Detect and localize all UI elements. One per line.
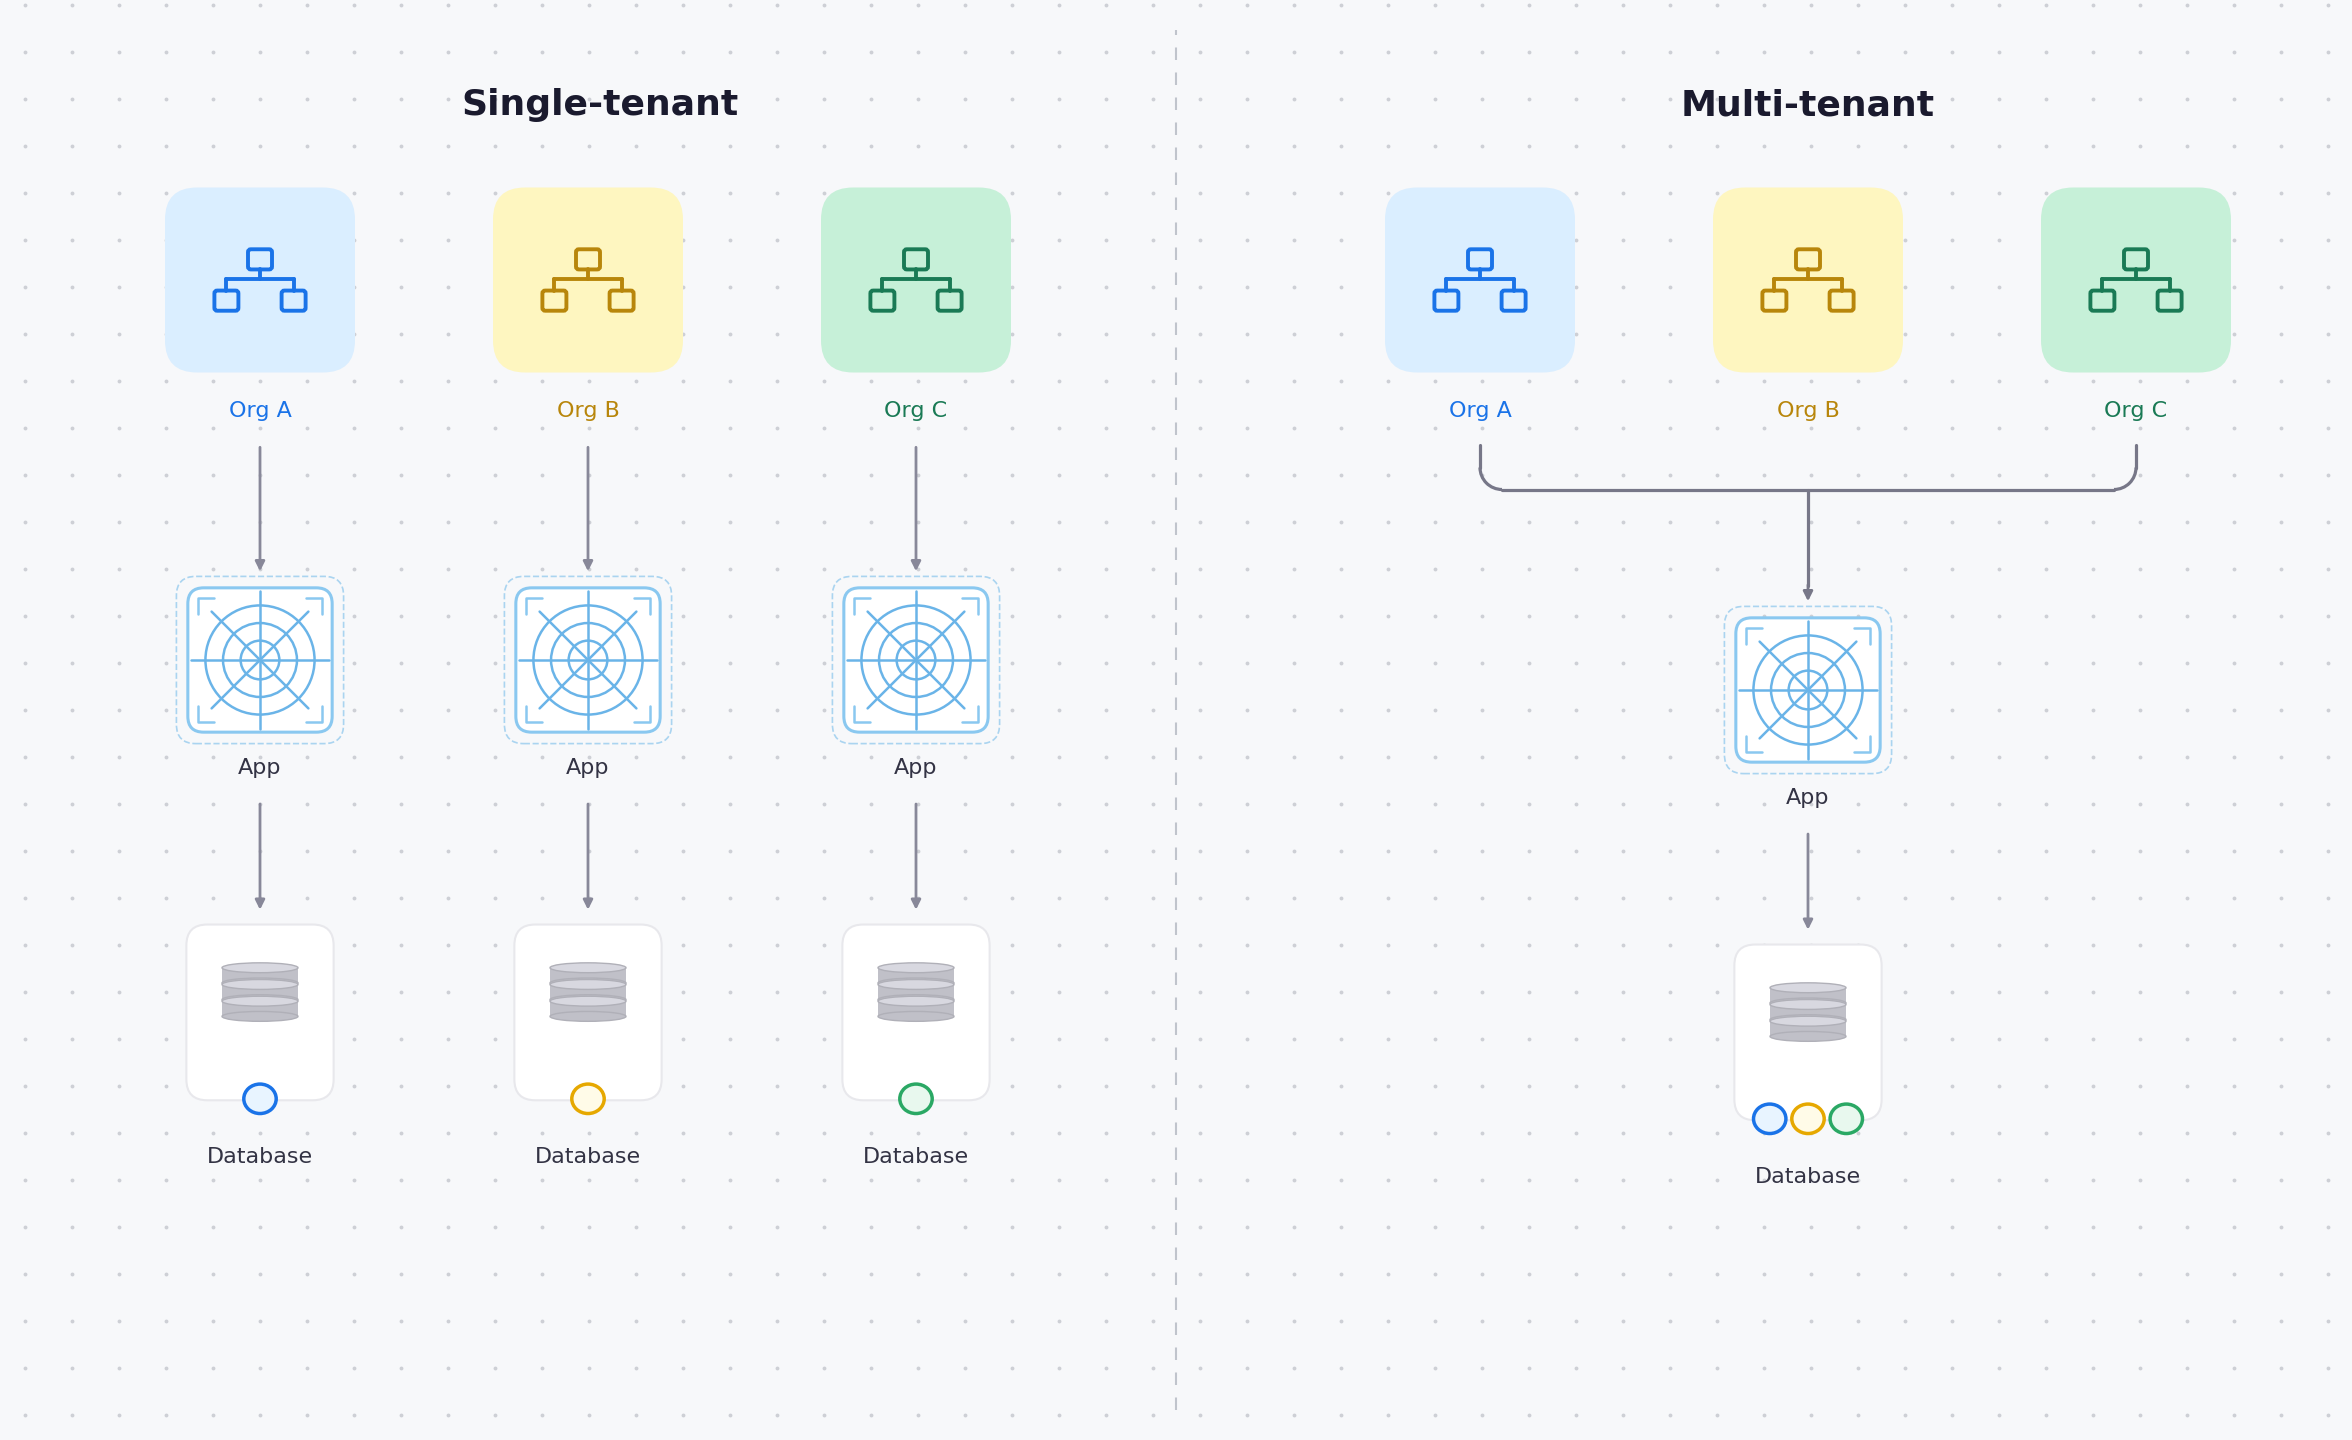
Ellipse shape	[550, 1011, 626, 1021]
Ellipse shape	[1792, 1104, 1825, 1133]
Text: Database: Database	[207, 1148, 313, 1168]
Ellipse shape	[877, 996, 955, 1007]
Text: App: App	[894, 759, 938, 778]
Polygon shape	[221, 968, 299, 984]
FancyBboxPatch shape	[1712, 187, 1903, 373]
Ellipse shape	[550, 978, 626, 988]
Polygon shape	[877, 968, 955, 984]
Ellipse shape	[572, 1084, 604, 1113]
Ellipse shape	[550, 979, 626, 989]
Text: Org C: Org C	[884, 400, 948, 420]
Ellipse shape	[877, 1011, 955, 1021]
Ellipse shape	[1771, 984, 1846, 992]
FancyBboxPatch shape	[165, 187, 355, 373]
Ellipse shape	[221, 979, 299, 989]
Text: Org B: Org B	[1776, 400, 1839, 420]
FancyBboxPatch shape	[821, 187, 1011, 373]
FancyBboxPatch shape	[1733, 945, 1882, 1120]
Ellipse shape	[877, 979, 955, 989]
Ellipse shape	[550, 995, 626, 1005]
FancyBboxPatch shape	[844, 588, 988, 732]
Polygon shape	[550, 1001, 626, 1017]
FancyBboxPatch shape	[1385, 187, 1576, 373]
FancyBboxPatch shape	[515, 924, 661, 1100]
Text: Database: Database	[863, 1148, 969, 1168]
Text: Single-tenant: Single-tenant	[461, 88, 739, 122]
Polygon shape	[550, 968, 626, 984]
Polygon shape	[221, 985, 299, 999]
Ellipse shape	[1771, 1031, 1846, 1041]
Ellipse shape	[221, 996, 299, 1007]
Polygon shape	[877, 985, 955, 999]
FancyBboxPatch shape	[1736, 618, 1879, 762]
Text: Database: Database	[534, 1148, 642, 1168]
Ellipse shape	[221, 978, 299, 988]
Ellipse shape	[221, 1011, 299, 1021]
Ellipse shape	[1771, 1015, 1846, 1025]
Polygon shape	[221, 1001, 299, 1017]
Ellipse shape	[550, 996, 626, 1007]
Polygon shape	[1771, 1005, 1846, 1020]
Ellipse shape	[877, 995, 955, 1005]
Ellipse shape	[1755, 1104, 1785, 1133]
Text: Multi-tenant: Multi-tenant	[1682, 88, 1936, 122]
Ellipse shape	[1771, 999, 1846, 1009]
Ellipse shape	[877, 978, 955, 988]
Ellipse shape	[245, 1084, 275, 1113]
FancyBboxPatch shape	[494, 187, 682, 373]
FancyBboxPatch shape	[186, 924, 334, 1100]
Polygon shape	[550, 985, 626, 999]
Ellipse shape	[221, 963, 299, 972]
Ellipse shape	[221, 995, 299, 1005]
Ellipse shape	[1771, 1017, 1846, 1027]
Text: Org A: Org A	[228, 400, 292, 420]
Text: App: App	[1785, 788, 1830, 808]
Text: App: App	[238, 759, 282, 778]
Polygon shape	[1771, 1021, 1846, 1037]
Ellipse shape	[550, 963, 626, 972]
Polygon shape	[877, 1001, 955, 1017]
Text: Org C: Org C	[2105, 400, 2169, 420]
Ellipse shape	[1771, 998, 1846, 1008]
Text: Database: Database	[1755, 1168, 1860, 1188]
FancyBboxPatch shape	[188, 588, 332, 732]
Text: Org A: Org A	[1449, 400, 1512, 420]
Text: Org B: Org B	[557, 400, 619, 420]
FancyBboxPatch shape	[842, 924, 990, 1100]
Text: App: App	[567, 759, 609, 778]
FancyBboxPatch shape	[515, 588, 661, 732]
Ellipse shape	[1830, 1104, 1863, 1133]
FancyBboxPatch shape	[2042, 187, 2232, 373]
Ellipse shape	[901, 1084, 931, 1113]
Ellipse shape	[877, 963, 955, 972]
Polygon shape	[1771, 988, 1846, 1002]
